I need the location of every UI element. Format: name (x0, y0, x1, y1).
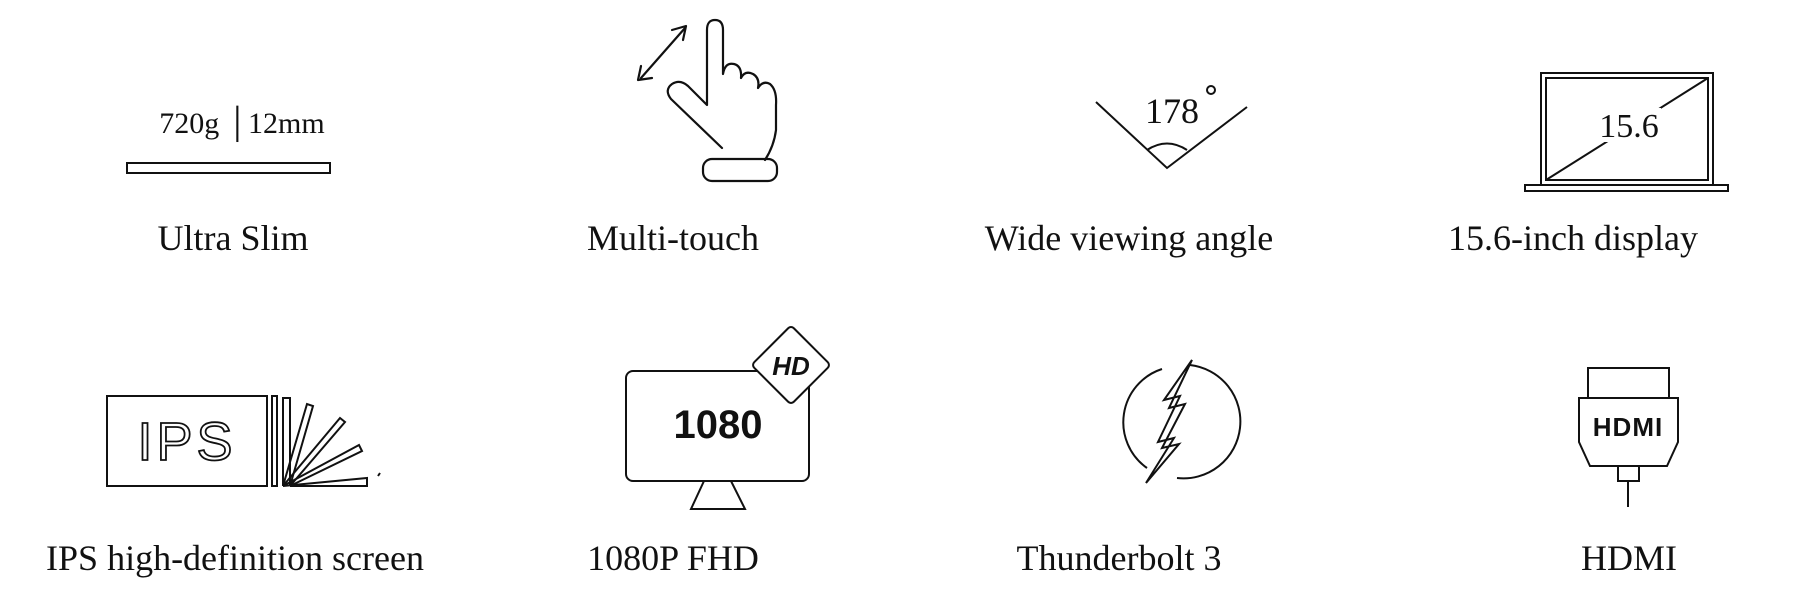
hdmi-plug-body-shape (1578, 397, 1679, 467)
feature-15-6-inch-display: 15.6 15.6-inch display (1350, 0, 1800, 300)
1080p-fhd-caption: 1080P FHD (587, 538, 759, 578)
laptop-base-shape (1524, 184, 1729, 192)
monitor-hd-icon: HD 1080 (625, 326, 830, 510)
fan-panel-shape (282, 397, 291, 486)
feature-wide-viewing-angle: 178 Wide viewing angle (900, 0, 1350, 300)
ips-label-text: IPS (137, 412, 236, 472)
feature-ultra-slim: 720g │12mm Ultra Slim (0, 0, 450, 300)
thunderbolt-circle-left-shape (1122, 368, 1163, 469)
hdmi-plug-neck-shape (1617, 465, 1640, 482)
resolution-text: 1080 (674, 403, 763, 447)
hdmi-plug-text: HDMI (1593, 412, 1663, 442)
feature-hdmi: HDMI HDMI (1350, 300, 1800, 600)
hdmi-plug-tip-shape (1587, 367, 1670, 399)
ips-panel-icon: IPS (106, 395, 381, 487)
hdmi-connector-icon: HDMI (1578, 367, 1679, 507)
screen-size-text: 15.6 (1599, 108, 1659, 145)
ips-panel-edge-shape (271, 395, 278, 487)
multi-touch-hand-icon (636, 18, 779, 183)
hand-outline-shape (666, 18, 778, 162)
laptop-bezel-shape (1545, 77, 1709, 181)
viewing-angle-icon: 178 (1095, 85, 1248, 170)
hdmi-caption: HDMI (1581, 538, 1677, 578)
ruler-slim-icon: 720g │12mm (126, 105, 331, 174)
multi-touch-caption: Multi-touch (587, 218, 759, 258)
hd-badge-shape (752, 326, 830, 404)
angle-lines-shape (1095, 101, 1248, 170)
feature-multi-touch: Multi-touch (450, 0, 900, 300)
thunderbolt-icon (1122, 359, 1242, 484)
laptop-diagonal-icon: 15.6 (1524, 72, 1729, 192)
monitor-stand-shape (689, 480, 747, 510)
display-size-caption: 15.6-inch display (1448, 218, 1698, 258)
ultra-slim-caption: Ultra Slim (157, 218, 309, 258)
slim-bar-shape (126, 162, 331, 174)
feature-thunderbolt-3: Thunderbolt 3 (900, 300, 1350, 600)
wide-viewing-angle-caption: Wide viewing angle (984, 218, 1274, 258)
wrist-cuff-shape (701, 157, 779, 183)
degree-symbol-shape (1206, 85, 1216, 95)
angle-arc-shape (1146, 142, 1188, 151)
feature-ips-screen: IPS IPS high-definition screen (0, 300, 450, 600)
expand-arrow-shape (639, 26, 687, 80)
ips-panel-front-shape (106, 395, 268, 487)
weight-thickness-text: 720g │12mm (159, 105, 324, 143)
thunderbolt-circle-right-shape (1176, 364, 1242, 480)
lightning-bolt-shape (1145, 359, 1193, 484)
angle-value-text: 178 (1145, 91, 1199, 131)
thunderbolt-caption: Thunderbolt 3 (1016, 538, 1222, 578)
feature-1080p-fhd: HD 1080 1080P FHD (450, 300, 900, 600)
hd-badge-text: HD (772, 351, 810, 381)
ips-caption: IPS high-definition screen (46, 538, 424, 578)
